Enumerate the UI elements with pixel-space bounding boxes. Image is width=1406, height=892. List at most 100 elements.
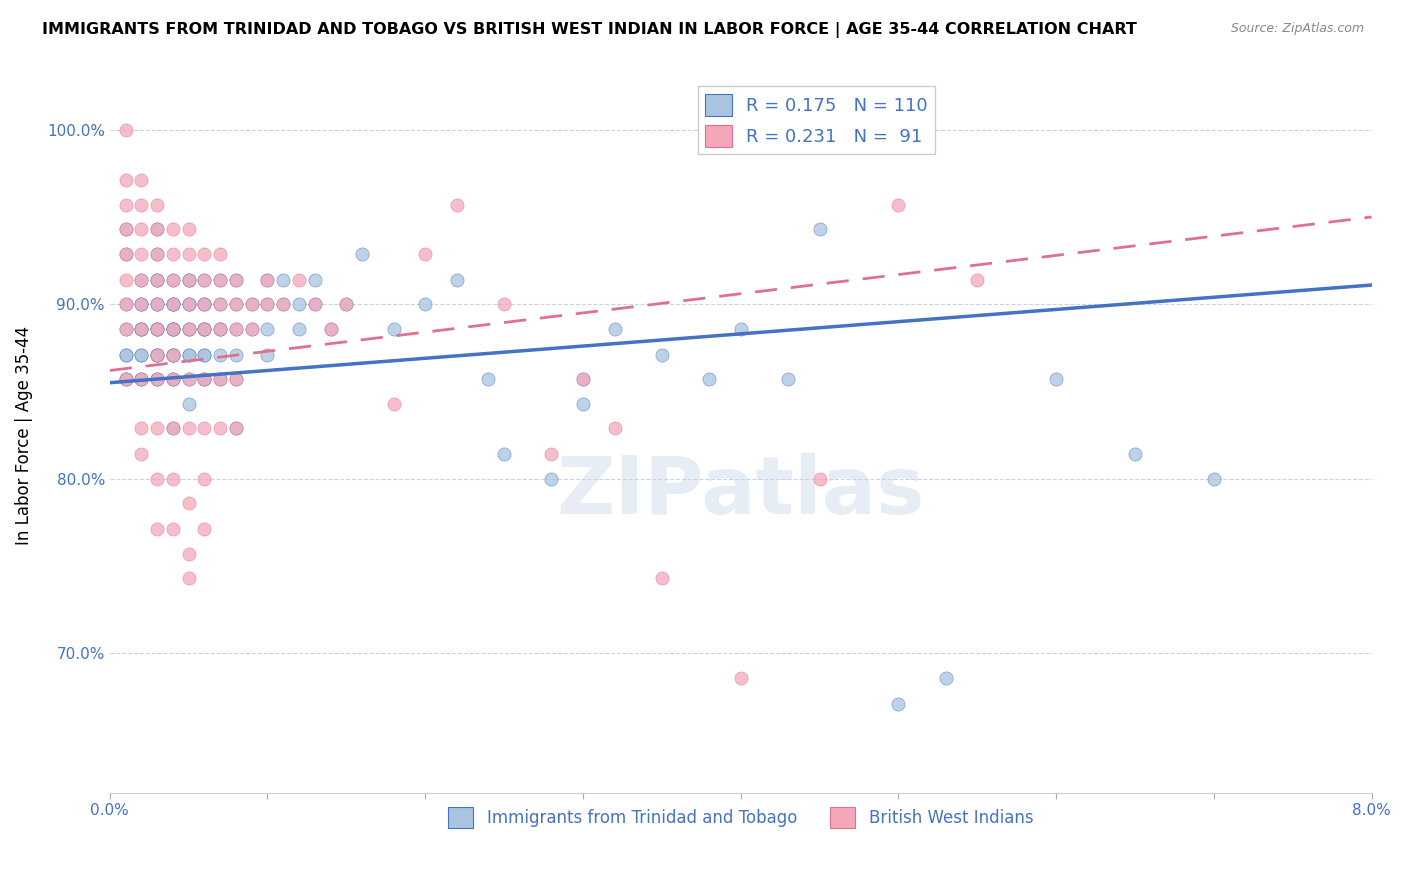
- Point: [129, 372, 152, 386]
- Point: [129, 321, 152, 335]
- Point: [209, 297, 232, 311]
- Point: [146, 246, 169, 260]
- Point: [335, 297, 357, 311]
- Point: [256, 273, 278, 287]
- Point: [114, 372, 136, 386]
- Point: [288, 297, 311, 311]
- Point: [256, 297, 278, 311]
- Point: [177, 571, 200, 585]
- Point: [446, 198, 468, 212]
- Point: [177, 496, 200, 510]
- Point: [776, 372, 799, 386]
- Point: [146, 348, 169, 362]
- Point: [162, 348, 184, 362]
- Point: [193, 372, 215, 386]
- Point: [146, 421, 169, 435]
- Point: [129, 222, 152, 236]
- Point: [177, 348, 200, 362]
- Point: [288, 273, 311, 287]
- Point: [335, 297, 357, 311]
- Point: [162, 348, 184, 362]
- Point: [1202, 472, 1225, 486]
- Text: Source: ZipAtlas.com: Source: ZipAtlas.com: [1230, 22, 1364, 36]
- Point: [162, 472, 184, 486]
- Point: [225, 348, 247, 362]
- Point: [209, 348, 232, 362]
- Point: [114, 222, 136, 236]
- Point: [162, 321, 184, 335]
- Point: [225, 421, 247, 435]
- Point: [177, 321, 200, 335]
- Point: [651, 571, 673, 585]
- Point: [193, 321, 215, 335]
- Point: [887, 198, 910, 212]
- Point: [887, 697, 910, 711]
- Point: [114, 321, 136, 335]
- Point: [129, 273, 152, 287]
- Point: [129, 246, 152, 260]
- Point: [256, 321, 278, 335]
- Point: [209, 421, 232, 435]
- Point: [129, 321, 152, 335]
- Point: [162, 297, 184, 311]
- Point: [382, 397, 405, 411]
- Point: [193, 297, 215, 311]
- Point: [193, 321, 215, 335]
- Point: [935, 671, 957, 685]
- Point: [193, 297, 215, 311]
- Point: [162, 372, 184, 386]
- Point: [129, 273, 152, 287]
- Point: [288, 321, 311, 335]
- Point: [193, 348, 215, 362]
- Point: [146, 372, 169, 386]
- Point: [114, 173, 136, 187]
- Point: [146, 222, 169, 236]
- Point: [209, 372, 232, 386]
- Point: [177, 273, 200, 287]
- Point: [225, 321, 247, 335]
- Point: [146, 273, 169, 287]
- Point: [651, 348, 673, 362]
- Point: [304, 297, 326, 311]
- Point: [240, 297, 263, 311]
- Point: [146, 348, 169, 362]
- Point: [146, 472, 169, 486]
- Point: [129, 421, 152, 435]
- Point: [114, 321, 136, 335]
- Point: [193, 273, 215, 287]
- Point: [162, 321, 184, 335]
- Point: [162, 321, 184, 335]
- Point: [129, 348, 152, 362]
- Point: [572, 372, 595, 386]
- Point: [129, 321, 152, 335]
- Point: [209, 321, 232, 335]
- Point: [177, 297, 200, 311]
- Point: [162, 372, 184, 386]
- Point: [209, 321, 232, 335]
- Point: [162, 273, 184, 287]
- Point: [162, 348, 184, 362]
- Point: [177, 397, 200, 411]
- Point: [177, 246, 200, 260]
- Point: [129, 297, 152, 311]
- Point: [129, 297, 152, 311]
- Point: [603, 321, 626, 335]
- Point: [225, 297, 247, 311]
- Point: [240, 321, 263, 335]
- Point: [129, 372, 152, 386]
- Point: [494, 447, 516, 461]
- Point: [146, 198, 169, 212]
- Point: [162, 273, 184, 287]
- Point: [177, 547, 200, 561]
- Point: [114, 372, 136, 386]
- Point: [146, 348, 169, 362]
- Point: [129, 372, 152, 386]
- Point: [146, 522, 169, 536]
- Point: [240, 321, 263, 335]
- Point: [240, 297, 263, 311]
- Point: [146, 222, 169, 236]
- Point: [256, 273, 278, 287]
- Point: [966, 273, 988, 287]
- Point: [540, 472, 562, 486]
- Point: [146, 372, 169, 386]
